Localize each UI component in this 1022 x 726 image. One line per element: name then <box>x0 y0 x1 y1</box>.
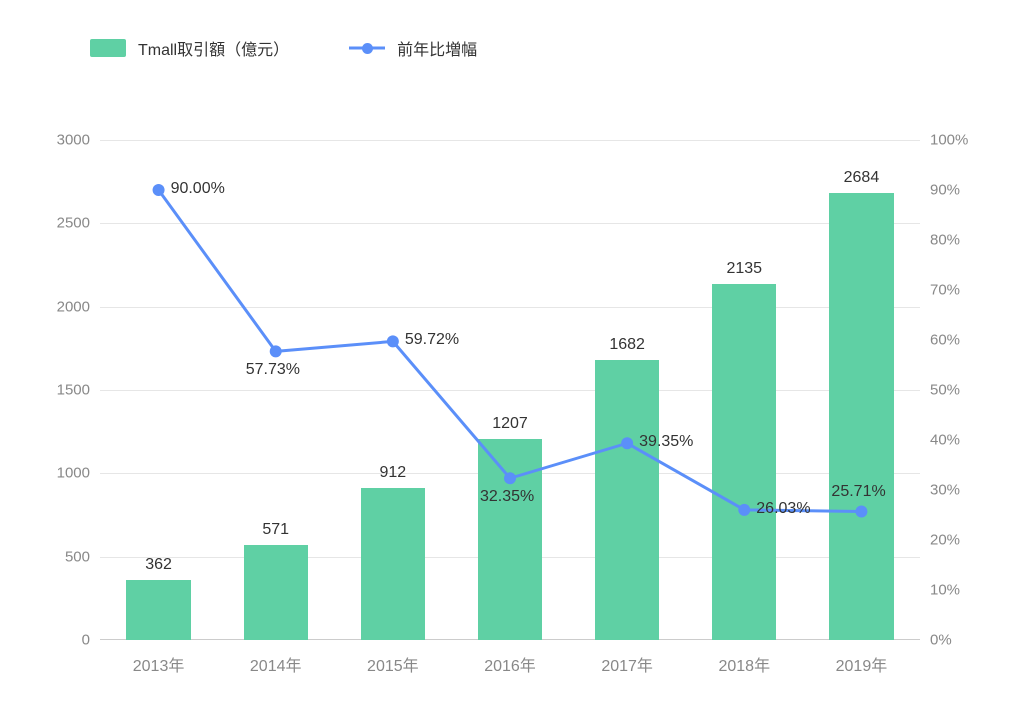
y-left-tick-label: 2500 <box>57 215 100 232</box>
line-marker <box>738 504 750 516</box>
line-value-label: 39.35% <box>639 433 693 451</box>
line-marker <box>855 505 867 517</box>
chart-container: Tmall取引額（億元） 前年比増幅 050010001500200025003… <box>0 0 1022 726</box>
y-right-tick-label: 80% <box>920 232 960 249</box>
y-left-tick-label: 1500 <box>57 382 100 399</box>
line-chart-svg <box>100 140 920 640</box>
x-tick-label: 2015年 <box>367 652 419 676</box>
y-right-tick-label: 40% <box>920 432 960 449</box>
line-value-label: 90.00% <box>171 180 225 198</box>
y-right-tick-label: 60% <box>920 332 960 349</box>
legend: Tmall取引額（億元） 前年比増幅 <box>90 36 477 60</box>
line-value-label: 59.72% <box>405 331 459 349</box>
y-right-tick-label: 30% <box>920 482 960 499</box>
line-value-label: 32.35% <box>480 488 534 506</box>
x-tick-label: 2017年 <box>601 652 653 676</box>
line-value-label: 25.71% <box>831 483 885 501</box>
legend-swatch-line <box>349 39 385 57</box>
y-left-tick-label: 500 <box>65 548 100 565</box>
x-tick-label: 2018年 <box>718 652 770 676</box>
y-right-tick-label: 50% <box>920 382 960 399</box>
line-marker <box>621 437 633 449</box>
line-value-label: 57.73% <box>246 361 300 379</box>
legend-label-bar: Tmall取引額（億元） <box>138 36 289 60</box>
line-path <box>159 190 862 511</box>
y-left-tick-label: 1000 <box>57 465 100 482</box>
line-marker <box>387 335 399 347</box>
line-marker <box>153 184 165 196</box>
legend-item-line: 前年比増幅 <box>349 36 477 60</box>
y-right-tick-label: 20% <box>920 532 960 549</box>
y-left-tick-label: 3000 <box>57 132 100 149</box>
y-left-tick-label: 0 <box>82 632 100 649</box>
line-marker <box>270 345 282 357</box>
y-right-tick-label: 70% <box>920 282 960 299</box>
x-tick-label: 2013年 <box>133 652 185 676</box>
line-marker <box>504 472 516 484</box>
legend-line-dot <box>362 43 373 54</box>
y-left-tick-label: 2000 <box>57 298 100 315</box>
y-right-tick-label: 100% <box>920 132 968 149</box>
x-tick-label: 2016年 <box>484 652 536 676</box>
x-tick-label: 2014年 <box>250 652 302 676</box>
line-value-label: 26.03% <box>756 500 810 518</box>
y-right-tick-label: 90% <box>920 182 960 199</box>
y-right-tick-label: 10% <box>920 582 960 599</box>
legend-item-bar: Tmall取引額（億元） <box>90 36 289 60</box>
legend-label-line: 前年比増幅 <box>397 36 477 60</box>
plot-area: 0500100015002000250030000%10%20%30%40%50… <box>100 140 920 640</box>
legend-swatch-bar <box>90 39 126 57</box>
x-tick-label: 2019年 <box>836 652 888 676</box>
y-right-tick-label: 0% <box>920 632 952 649</box>
